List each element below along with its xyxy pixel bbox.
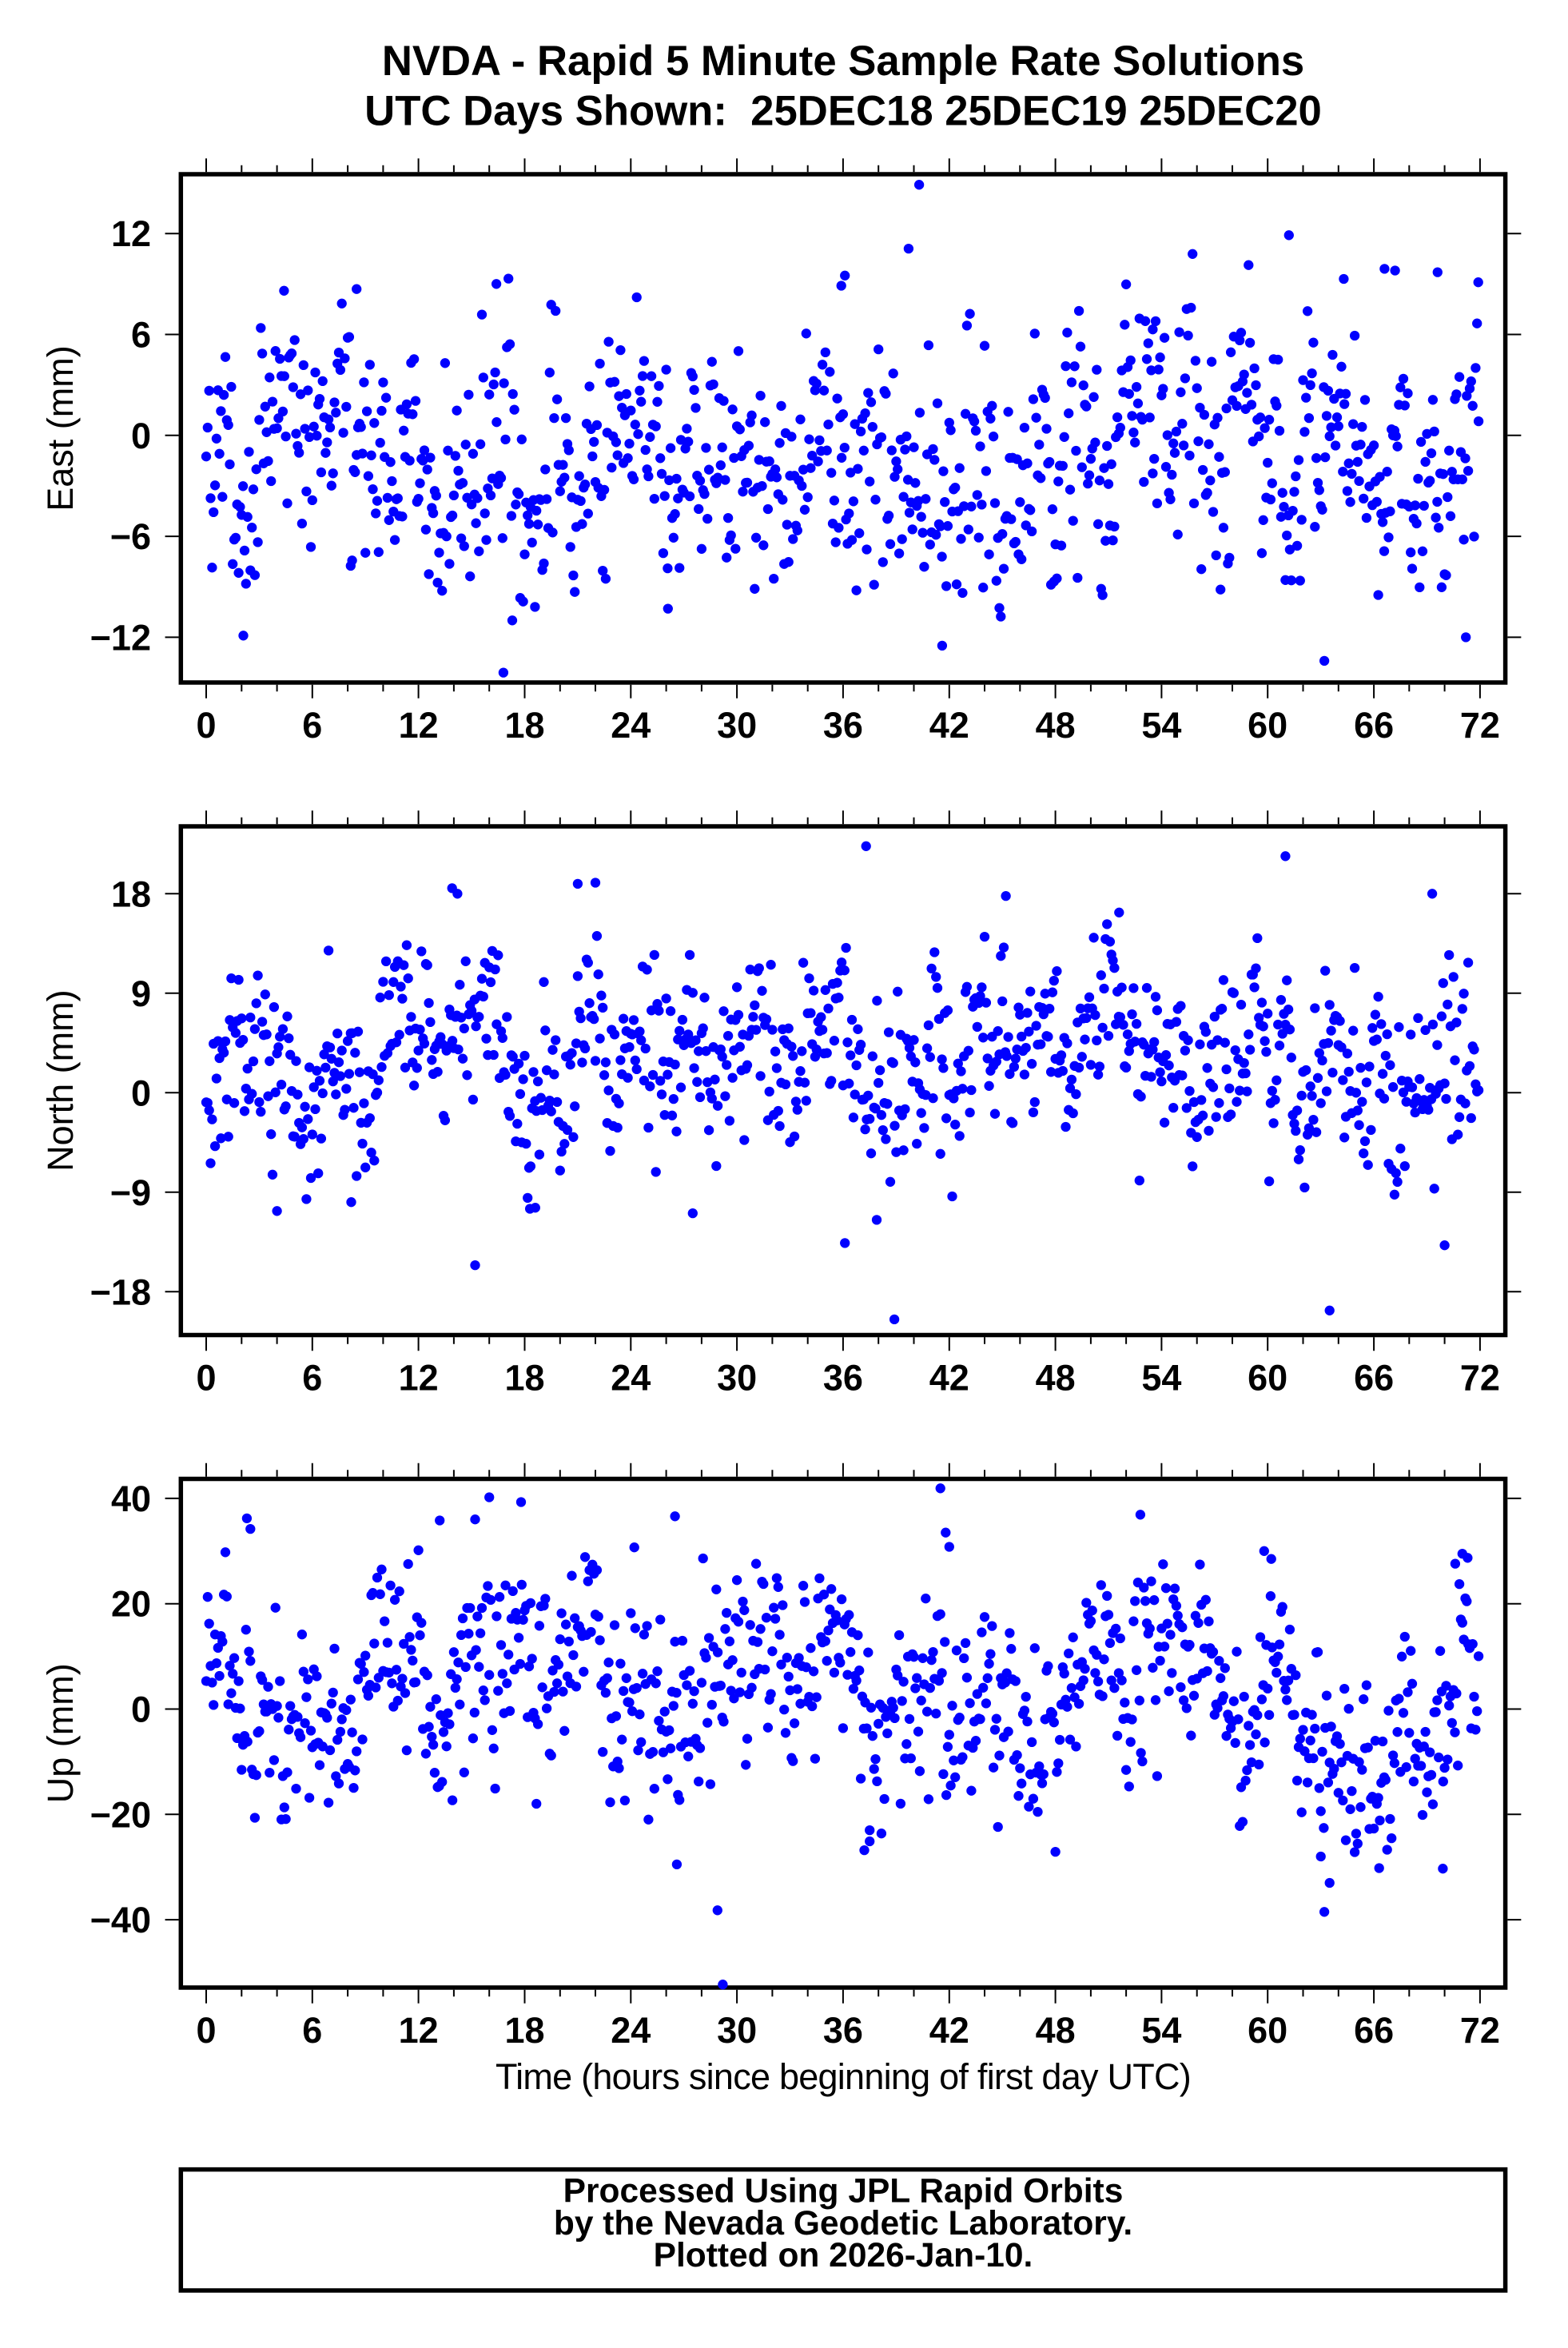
svg-text:12: 12 bbox=[399, 2010, 439, 2051]
svg-text:42: 42 bbox=[929, 2010, 969, 2051]
svg-text:54: 54 bbox=[1141, 2010, 1181, 2051]
svg-text:60: 60 bbox=[1248, 705, 1287, 746]
svg-text:66: 66 bbox=[1354, 705, 1394, 746]
svg-text:Processed Using JPL Rapid Orbi: Processed Using JPL Rapid Orbits bbox=[563, 2173, 1124, 2211]
svg-text:UTC Days Shown: 25DEC18 25DEC: UTC Days Shown: 25DEC18 25DEC19 25DEC20 bbox=[364, 88, 1322, 135]
svg-text:6: 6 bbox=[302, 1358, 322, 1399]
svg-text:18: 18 bbox=[504, 705, 544, 746]
svg-text:54: 54 bbox=[1141, 705, 1181, 746]
svg-text:18: 18 bbox=[504, 1358, 544, 1399]
svg-text:0: 0 bbox=[131, 1073, 151, 1113]
svg-text:by the Nevada Geodetic Laborat: by the Nevada Geodetic Laboratory. bbox=[554, 2205, 1132, 2243]
svg-text:72: 72 bbox=[1460, 705, 1500, 746]
svg-text:0: 0 bbox=[196, 705, 216, 746]
svg-text:30: 30 bbox=[717, 1358, 757, 1399]
svg-text:42: 42 bbox=[929, 705, 969, 746]
svg-text:66: 66 bbox=[1354, 2010, 1394, 2051]
svg-text:72: 72 bbox=[1460, 1358, 1500, 1399]
svg-text:72: 72 bbox=[1460, 2010, 1500, 2051]
svg-text:9: 9 bbox=[131, 973, 151, 1014]
svg-text:12: 12 bbox=[399, 1358, 439, 1399]
svg-text:30: 30 bbox=[717, 705, 757, 746]
svg-text:−6: −6 bbox=[110, 516, 151, 557]
svg-text:60: 60 bbox=[1248, 2010, 1287, 2051]
svg-text:Time (hours since beginning of: Time (hours since beginning of first day… bbox=[495, 2056, 1191, 2097]
svg-text:6: 6 bbox=[302, 2010, 322, 2051]
svg-text:18: 18 bbox=[111, 874, 151, 914]
svg-text:−12: −12 bbox=[90, 617, 151, 658]
svg-text:0: 0 bbox=[131, 1689, 151, 1730]
svg-text:24: 24 bbox=[611, 2010, 651, 2051]
svg-text:48: 48 bbox=[1036, 705, 1076, 746]
svg-text:12: 12 bbox=[111, 213, 151, 254]
svg-text:12: 12 bbox=[399, 705, 439, 746]
svg-text:0: 0 bbox=[196, 1358, 216, 1399]
svg-text:0: 0 bbox=[131, 416, 151, 456]
svg-text:42: 42 bbox=[929, 1358, 969, 1399]
svg-text:Plotted on 2026-Jan-10.: Plotted on 2026-Jan-10. bbox=[654, 2237, 1033, 2274]
svg-text:North (mm): North (mm) bbox=[40, 989, 81, 1171]
svg-text:36: 36 bbox=[823, 1358, 863, 1399]
svg-text:Up (mm): Up (mm) bbox=[40, 1663, 81, 1803]
svg-text:−40: −40 bbox=[90, 1900, 151, 1940]
svg-text:40: 40 bbox=[111, 1478, 151, 1519]
svg-text:18: 18 bbox=[504, 2010, 544, 2051]
svg-text:48: 48 bbox=[1036, 2010, 1076, 2051]
svg-text:−9: −9 bbox=[110, 1172, 151, 1213]
svg-text:20: 20 bbox=[111, 1584, 151, 1625]
svg-text:NVDA - Rapid 5 Minute Sample R: NVDA - Rapid 5 Minute Sample Rate Soluti… bbox=[382, 38, 1304, 85]
svg-text:24: 24 bbox=[611, 705, 651, 746]
svg-text:−18: −18 bbox=[90, 1272, 151, 1312]
svg-text:48: 48 bbox=[1036, 1358, 1076, 1399]
svg-text:36: 36 bbox=[823, 2010, 863, 2051]
svg-text:6: 6 bbox=[302, 705, 322, 746]
svg-text:24: 24 bbox=[611, 1358, 651, 1399]
svg-text:60: 60 bbox=[1248, 1358, 1287, 1399]
svg-text:36: 36 bbox=[823, 705, 863, 746]
svg-text:54: 54 bbox=[1141, 1358, 1181, 1399]
svg-text:6: 6 bbox=[131, 315, 151, 356]
svg-text:East (mm): East (mm) bbox=[40, 345, 81, 511]
svg-text:−20: −20 bbox=[90, 1794, 151, 1835]
svg-text:30: 30 bbox=[717, 2010, 757, 2051]
svg-text:66: 66 bbox=[1354, 1358, 1394, 1399]
svg-text:0: 0 bbox=[196, 2010, 216, 2051]
